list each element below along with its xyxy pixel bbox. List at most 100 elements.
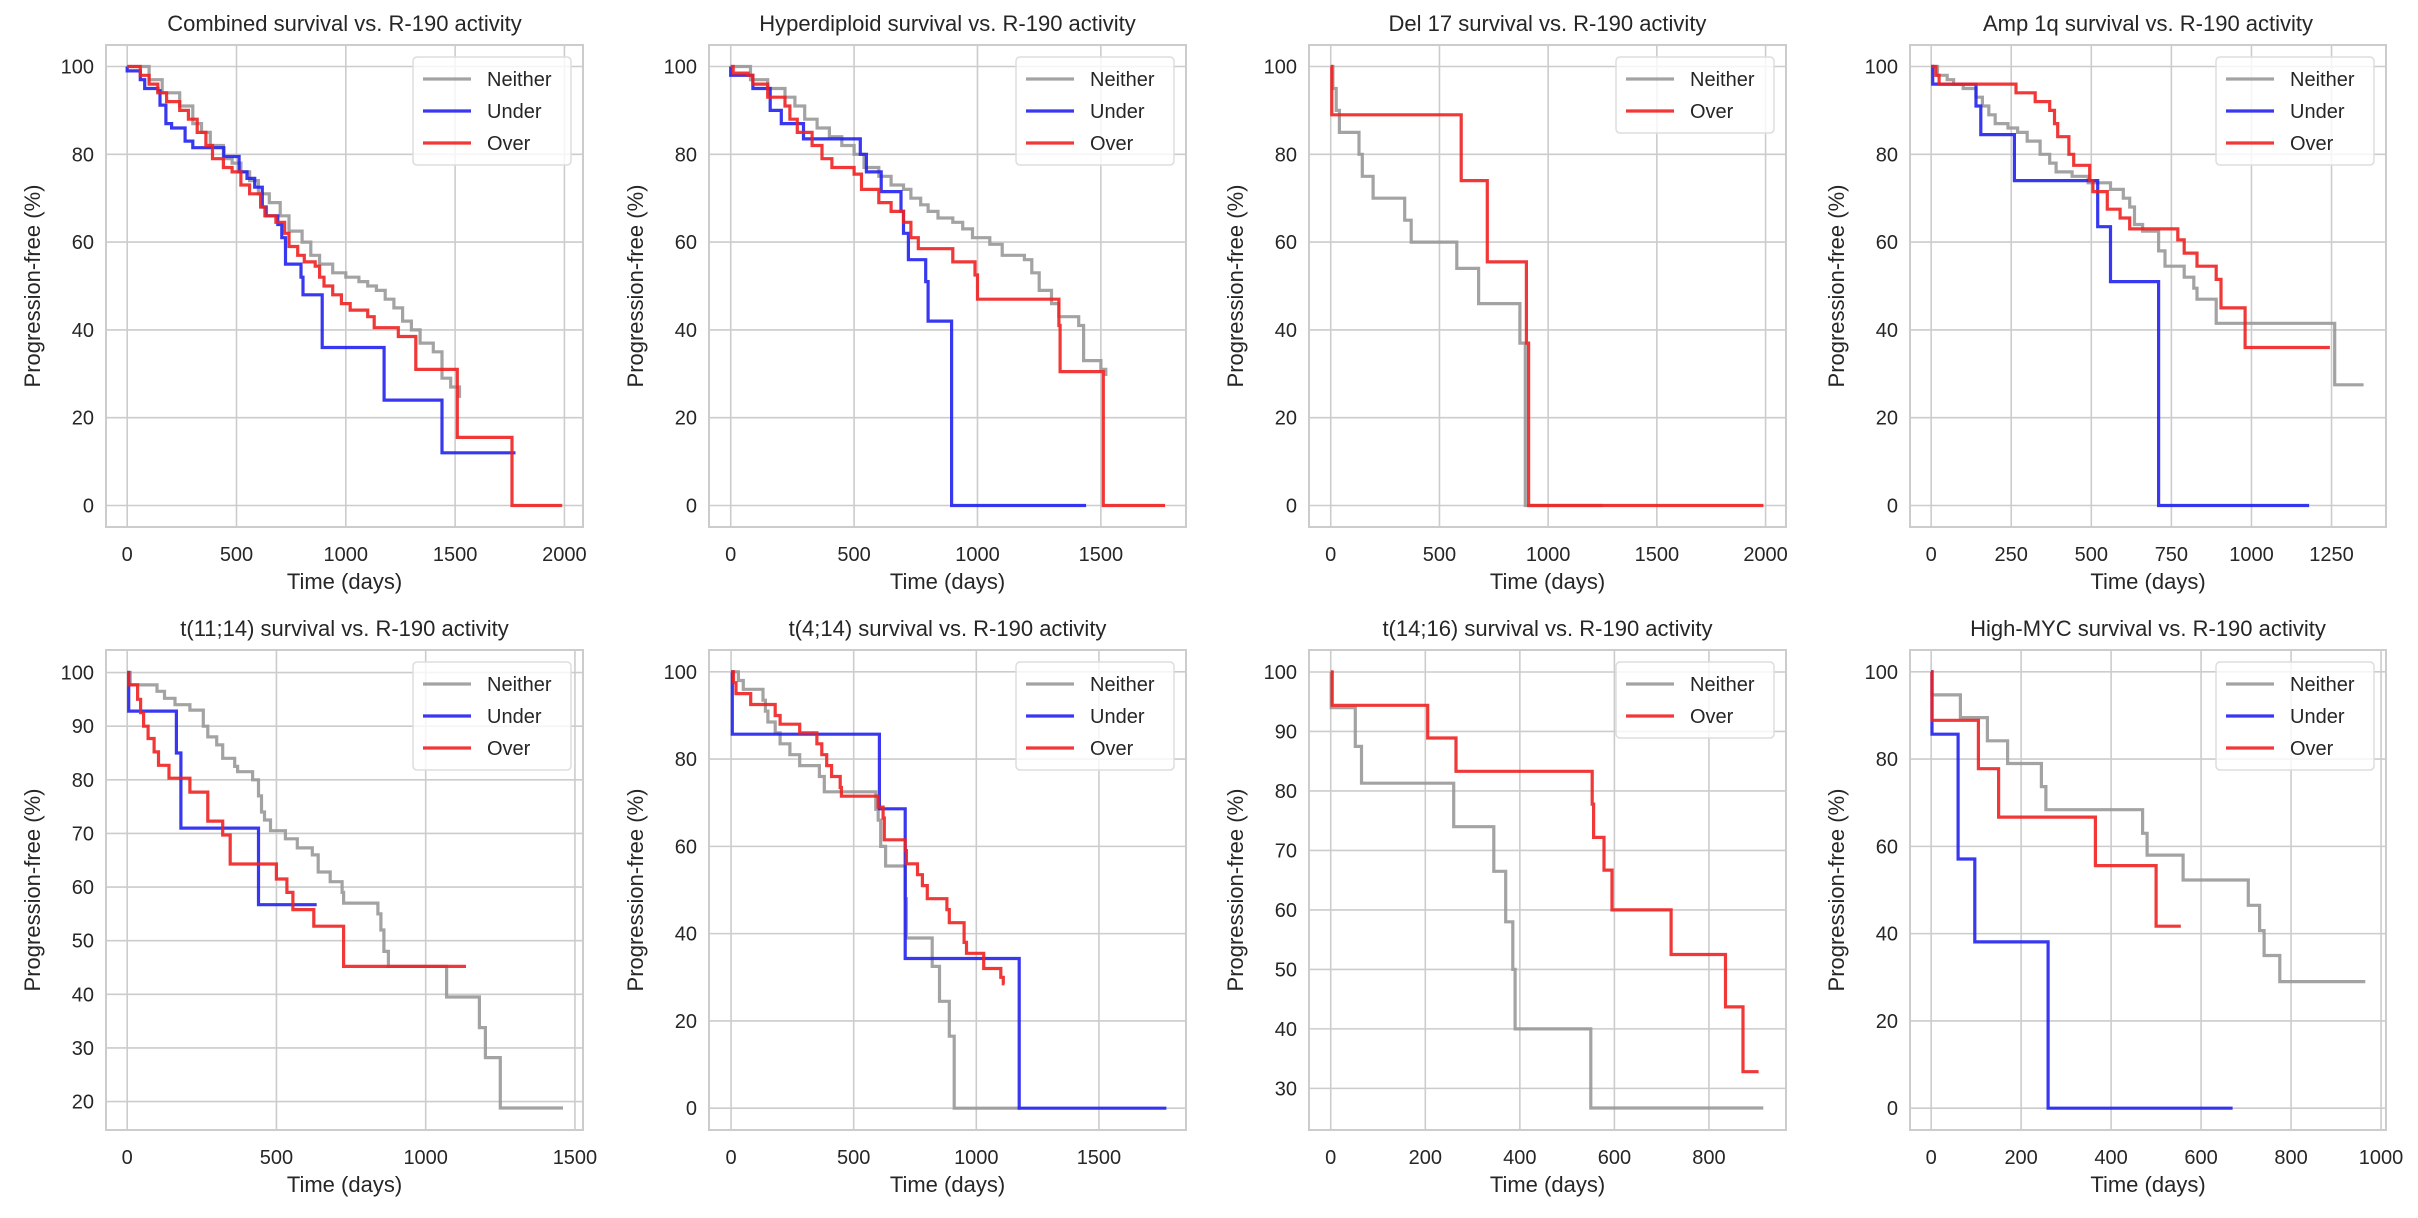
series-line-under xyxy=(1930,670,2233,1110)
x-tick-label: 0 xyxy=(1325,544,1336,566)
legend-label: Neither xyxy=(2290,69,2355,91)
x-axis-label: Time (days) xyxy=(890,1172,1005,1197)
y-tick-label: 100 xyxy=(1865,57,1898,79)
legend-label: Under xyxy=(2290,101,2345,123)
panel-3: 0 250 500 750 1000 1250 0 20 40 60 80 100 Amp 1q sur… xyxy=(1824,11,2387,594)
axes-frame xyxy=(1909,649,2387,1131)
x-axis-label: Time (days) xyxy=(2090,569,2205,594)
y-tick-label: 80 xyxy=(1876,144,1898,166)
x-tick-label: 1000 xyxy=(2359,1147,2404,1169)
y-tick-label: 90 xyxy=(72,716,94,738)
x-tick-label: 500 xyxy=(220,544,253,566)
x-tick-label: 1500 xyxy=(1635,544,1680,566)
legend: Neither Under Over xyxy=(1015,56,1175,166)
panel-title: Amp 1q survival vs. R-190 activity xyxy=(1983,11,2313,36)
legend-box xyxy=(2215,661,2375,771)
panel-title: Combined survival vs. R-190 activity xyxy=(167,11,522,36)
legend-box xyxy=(1015,56,1175,166)
series-line-under xyxy=(729,66,1087,508)
y-tick-label: 30 xyxy=(72,1038,94,1060)
axes-frame xyxy=(708,649,1187,1131)
x-tick-label: 500 xyxy=(2075,544,2108,566)
y-tick-label: 60 xyxy=(1876,232,1898,254)
y-tick-label: 20 xyxy=(1876,408,1898,430)
x-tick-label: 0 xyxy=(726,1147,737,1169)
x-axis-label: Time (days) xyxy=(1490,1172,1605,1197)
x-tick-label: 500 xyxy=(260,1147,293,1169)
axes-frame xyxy=(1308,44,1787,528)
y-tick-label: 40 xyxy=(1275,320,1297,342)
y-axis-label: Progression-free (%) xyxy=(623,185,648,388)
legend: Neither Over xyxy=(1615,661,1775,739)
x-tick-label: 600 xyxy=(1598,1147,1631,1169)
legend: Neither Under Over xyxy=(2215,661,2375,771)
legend-label: Neither xyxy=(487,69,552,91)
panel-7: 0 200 400 600 800 1000 0 20 40 60 80 100 High-MYC su… xyxy=(1824,616,2403,1197)
x-tick-label: 400 xyxy=(1503,1147,1536,1169)
x-tick-label: 200 xyxy=(1409,1147,1442,1169)
legend-label: Over xyxy=(1090,738,1134,760)
legend-box xyxy=(2215,56,2375,166)
x-tick-label: 1500 xyxy=(433,544,478,566)
y-tick-label: 90 xyxy=(1275,721,1297,743)
y-tick-label: 100 xyxy=(61,663,94,685)
y-tick-label: 20 xyxy=(675,408,697,430)
legend-label: Neither xyxy=(2290,674,2355,696)
y-tick-label: 60 xyxy=(1275,900,1297,922)
x-tick-label: 200 xyxy=(2004,1147,2037,1169)
legend-label: Neither xyxy=(1690,674,1755,696)
y-tick-label: 40 xyxy=(1275,1019,1297,1041)
legend-label: Neither xyxy=(1090,69,1155,91)
x-axis-label: Time (days) xyxy=(287,569,402,594)
panel-title: High-MYC survival vs. R-190 activity xyxy=(1970,616,2326,641)
y-tick-label: 20 xyxy=(1876,1011,1898,1033)
series-line-over xyxy=(127,64,563,508)
legend-box xyxy=(1615,661,1775,739)
legend-label: Under xyxy=(2290,706,2345,728)
y-tick-label: 0 xyxy=(83,495,94,517)
x-tick-label: 1000 xyxy=(403,1147,448,1169)
y-axis-label: Progression-free (%) xyxy=(1223,185,1248,388)
y-tick-label: 0 xyxy=(686,495,697,517)
x-tick-label: 0 xyxy=(1325,1147,1336,1169)
x-tick-label: 0 xyxy=(1926,544,1937,566)
axes-frame xyxy=(1909,44,2387,528)
x-axis-label: Time (days) xyxy=(1490,569,1605,594)
legend-label: Under xyxy=(487,706,542,728)
y-tick-label: 40 xyxy=(1876,320,1898,342)
legend-label: Under xyxy=(1090,101,1145,123)
y-axis-label: Progression-free (%) xyxy=(623,789,648,992)
y-tick-label: 20 xyxy=(1275,408,1297,430)
y-tick-label: 60 xyxy=(72,232,94,254)
axes-frame xyxy=(1308,649,1787,1131)
series-line-over xyxy=(1930,670,2181,928)
legend-label: Over xyxy=(2290,133,2334,155)
x-tick-label: 1000 xyxy=(955,544,1000,566)
axes-frame xyxy=(105,649,584,1131)
axes-frame xyxy=(105,44,584,528)
y-tick-label: 60 xyxy=(1275,232,1297,254)
y-tick-label: 50 xyxy=(1275,959,1297,981)
y-tick-label: 100 xyxy=(61,57,94,79)
y-tick-label: 20 xyxy=(72,1092,94,1114)
series-line-under xyxy=(127,670,317,907)
panel-title: t(14;16) survival vs. R-190 activity xyxy=(1382,616,1712,641)
legend-box xyxy=(1615,56,1775,134)
legend-label: Under xyxy=(487,101,542,123)
x-axis-label: Time (days) xyxy=(287,1172,402,1197)
y-tick-label: 40 xyxy=(1876,924,1898,946)
x-tick-label: 2000 xyxy=(1743,544,1788,566)
legend-box xyxy=(412,56,572,166)
y-tick-label: 0 xyxy=(686,1098,697,1120)
y-tick-label: 80 xyxy=(675,144,697,166)
y-tick-label: 50 xyxy=(72,931,94,953)
y-axis-label: Progression-free (%) xyxy=(1223,789,1248,992)
y-tick-label: 80 xyxy=(72,770,94,792)
legend: Neither Under Over xyxy=(412,661,572,771)
legend-box xyxy=(1015,661,1175,771)
y-tick-label: 60 xyxy=(675,836,697,858)
axes-frame xyxy=(708,44,1187,528)
x-tick-label: 0 xyxy=(122,544,133,566)
y-tick-label: 70 xyxy=(1275,840,1297,862)
